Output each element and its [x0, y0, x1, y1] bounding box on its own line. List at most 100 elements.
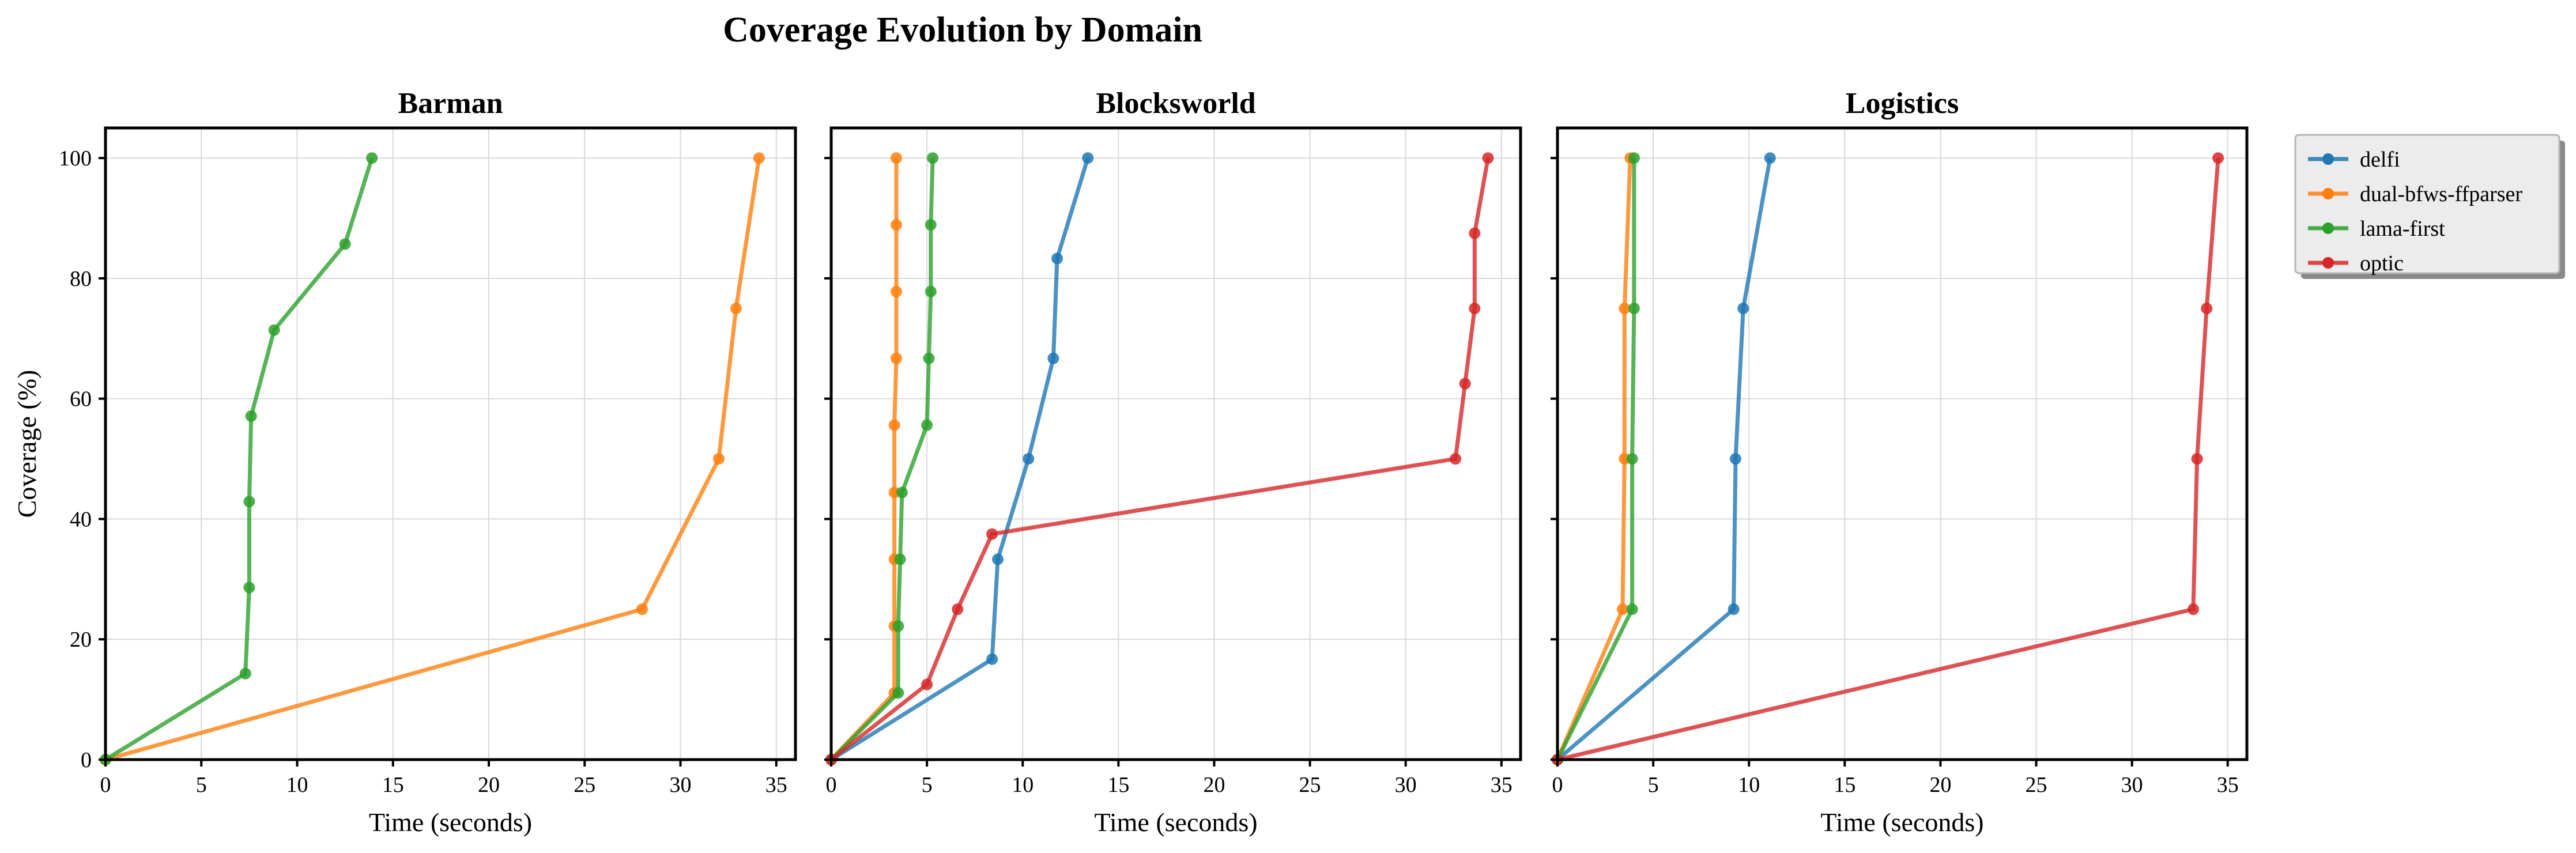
data-point — [927, 152, 939, 164]
panel-title: Barman — [398, 87, 503, 120]
data-point — [1619, 303, 1631, 315]
y-axis-label: Coverage (%) — [12, 370, 42, 518]
data-point — [896, 486, 908, 499]
x-tick-label: 15 — [382, 773, 404, 797]
x-tick-label: 30 — [1395, 773, 1417, 797]
data-point — [890, 152, 902, 164]
legend-entry-dual-bfws-ffparser: dual-bfws-ffparser — [2308, 182, 2522, 206]
legend-box — [2294, 134, 2560, 274]
panel-title: Blocksworld — [1096, 87, 1255, 120]
x-tick-label: 20 — [478, 773, 500, 797]
data-point — [923, 352, 935, 364]
legend-swatch-marker — [2322, 257, 2334, 269]
series-lama-first — [825, 152, 939, 765]
legend-entry-optic: optic — [2308, 251, 2404, 275]
x-tick-label: 30 — [670, 773, 692, 797]
data-point — [1482, 152, 1494, 164]
panel-logistics: 0 5 10 15 20 25 30 35 Logistics Time (seconds) — [1551, 87, 2249, 837]
data-point — [986, 653, 998, 665]
data-point — [892, 620, 904, 632]
legend-swatch-marker — [2322, 188, 2334, 199]
x-tick-label: 20 — [1929, 773, 1951, 797]
x-tick-label: 5 — [196, 773, 207, 797]
data-point — [890, 352, 902, 364]
data-point — [753, 152, 765, 164]
data-point — [1047, 352, 1059, 364]
legend-label: dual-bfws-ffparser — [2360, 182, 2522, 206]
y-tick-label: 80 — [70, 267, 92, 291]
legend-entry-delfi: delfi — [2308, 148, 2400, 172]
x-tick-label: 25 — [1299, 773, 1321, 797]
data-point — [1450, 453, 1462, 465]
data-point — [2212, 152, 2224, 164]
series-dual-bfws-ffparser — [100, 152, 765, 765]
x-tick-label: 5 — [1648, 773, 1659, 797]
panel-title: Logistics — [1846, 87, 1959, 120]
data-point — [1616, 603, 1628, 616]
data-point — [239, 667, 251, 680]
legend-entry-lama-first: lama-first — [2308, 217, 2445, 241]
x-tick-label: 10 — [286, 773, 308, 797]
y-tick-label: 60 — [70, 387, 92, 412]
data-point — [1051, 252, 1063, 265]
legend: delfi dual-bfws-ffparser lama-first optic — [2294, 134, 2565, 279]
series-optic — [825, 152, 1494, 765]
data-point — [245, 410, 257, 422]
x-tick-label: 35 — [1491, 773, 1513, 797]
series-line-lama-first — [104, 157, 374, 761]
data-point — [2201, 303, 2213, 315]
x-axis-label: Time (seconds) — [1094, 807, 1257, 837]
series-dual-bfws-ffparser — [1552, 152, 1636, 765]
series-optic — [1552, 152, 2224, 765]
series-delfi — [1552, 152, 1776, 765]
data-point — [1628, 303, 1640, 315]
legend-swatch-marker — [2322, 222, 2334, 234]
data-point — [890, 285, 902, 297]
data-point — [890, 219, 902, 231]
data-point — [1469, 227, 1481, 239]
data-point — [888, 419, 900, 431]
legend-swatch-marker — [2322, 153, 2334, 165]
x-tick-label: 25 — [2026, 773, 2047, 797]
x-tick-label: 0 — [100, 773, 111, 797]
data-point — [1082, 152, 1094, 164]
data-point — [1737, 303, 1749, 315]
x-tick-label: 15 — [1107, 773, 1129, 797]
data-point — [921, 419, 933, 431]
x-tick-label: 35 — [765, 773, 787, 797]
x-tick-label: 30 — [2121, 773, 2143, 797]
x-tick-label: 0 — [826, 773, 837, 797]
axes-frame — [1556, 126, 2249, 761]
data-point — [925, 285, 937, 297]
y-tick-label: 40 — [70, 507, 92, 531]
series-dual-bfws-ffparser — [825, 152, 902, 765]
data-point — [2187, 603, 2199, 616]
data-point — [1628, 152, 1640, 164]
axes-frame — [829, 126, 1522, 761]
legend-label: lama-first — [2360, 217, 2445, 241]
data-point — [925, 219, 937, 231]
data-point — [921, 678, 933, 690]
x-tick-label: 0 — [1552, 773, 1563, 797]
series-line-dual-bfws-ffparser — [829, 158, 899, 761]
x-tick-label: 5 — [922, 773, 933, 797]
data-point — [243, 496, 255, 508]
panel-barman: 0 5 10 15 20 25 30 35 0 20 40 60 80 100 Barman Time (se… — [12, 87, 797, 837]
series-line-delfi — [830, 157, 1090, 761]
data-point — [2191, 453, 2203, 465]
x-tick-label: 10 — [1012, 773, 1034, 797]
data-point — [268, 324, 280, 336]
figure-title: Coverage Evolution by Domain — [723, 10, 1202, 50]
panel-blocksworld: 0 5 10 15 20 25 30 35 Blocksworld Time (seconds) — [824, 87, 1522, 837]
data-point — [1459, 378, 1471, 390]
x-tick-label: 10 — [1738, 773, 1760, 797]
data-point — [992, 553, 1004, 565]
series-delfi — [825, 152, 1094, 765]
data-point — [952, 603, 964, 616]
data-point — [986, 528, 998, 540]
y-tick-label: 0 — [81, 748, 92, 772]
data-point — [892, 687, 904, 699]
x-tick-label: 20 — [1203, 773, 1225, 797]
data-point — [713, 453, 725, 465]
